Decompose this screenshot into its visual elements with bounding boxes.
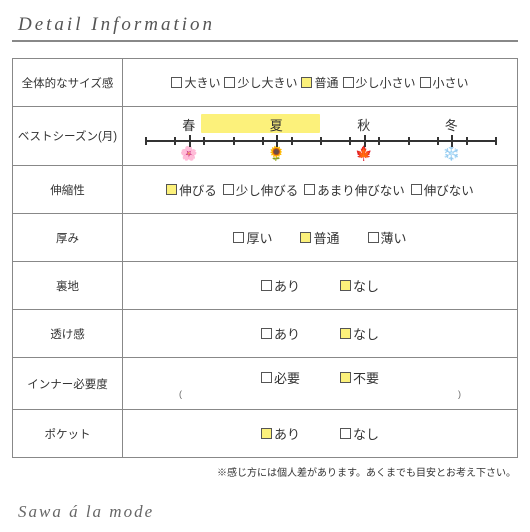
checkbox-label: 少し大きい [237,74,297,91]
checkbox-option: なし [340,424,379,443]
checkbox-label: あまり伸びない [317,180,405,199]
season-name: 夏 [233,115,321,134]
checkbox-option: 小さい [420,74,469,91]
row-label-season: ベストシーズン(月) [13,107,123,166]
row-label-lining: 裏地 [13,262,123,310]
checkbox-icon [368,232,379,243]
checkbox-label: あり [274,324,300,343]
row-value-pocket: あり なし [123,410,518,458]
checkbox-option: あり [261,324,300,343]
checkbox-label: あり [274,424,300,443]
checkbox-label: 大きい [184,74,220,91]
brand-footer: Sawa á la mode [18,502,154,522]
checkbox-icon [261,280,272,291]
checkbox-option: あり [261,424,300,443]
row-value-inner: 必要 不要 ( ) [123,358,518,410]
table-row: 厚み 厚い 普通 薄い [13,214,518,262]
checkbox-option: 必要 [261,368,300,387]
checkbox-icon [420,77,431,88]
table-row: 伸縮性 伸びる少し伸びるあまり伸びない伸びない [13,166,518,214]
checkbox-option: 大きい [171,74,220,91]
checkbox-label: 少し小さい [356,74,416,91]
checkbox-icon [340,280,351,291]
row-value-size: 大きい少し大きい普通 少し小さい小さい [123,59,518,107]
checkbox-option: 不要 [340,368,379,387]
checkbox-icon [233,232,244,243]
checkbox-option: 伸びる [166,180,217,199]
detail-table: 全体的なサイズ感 大きい少し大きい普通少し小さい小さい ベストシーズン(月) 春… [12,58,518,458]
checkbox-label: 厚い [246,228,272,247]
table-row: ベストシーズン(月) 春夏秋冬 🌸🌻🍁❄️ [13,107,518,166]
row-label-pocket: ポケット [13,410,123,458]
checkbox-label: 普通 [314,74,338,91]
checkbox-label: 少し伸びる [236,180,299,199]
row-value-lining: あり なし [123,262,518,310]
checkbox-icon [171,77,182,88]
checkbox-icon [261,428,272,439]
checkbox-icon [261,328,272,339]
season-icon: 🌸 [145,145,233,161]
row-value-thickness: 厚い 普通 薄い [123,214,518,262]
season-icon: 🌻 [233,145,321,161]
checkbox-icon [301,77,312,88]
table-row: 裏地 あり なし [13,262,518,310]
row-value-stretch: 伸びる少し伸びるあまり伸びない伸びない [123,166,518,214]
checkbox-label: なし [353,276,379,295]
checkbox-icon [411,184,422,195]
checkbox-icon [300,232,311,243]
checkbox-label: 小さい [433,74,469,91]
season-icon: ❄️ [408,145,496,161]
checkbox-icon [340,328,351,339]
checkbox-icon [343,77,354,88]
checkbox-option: 少し伸びる [223,180,299,199]
checkbox-icon [224,77,235,88]
checkbox-option: あり [261,276,300,295]
table-row: 全体的なサイズ感 大きい少し大きい普通 少し小さい小さい [13,59,518,107]
checkbox-icon [223,184,234,195]
row-label-stretch: 伸縮性 [13,166,123,214]
checkbox-option: 薄い [368,228,407,247]
checkbox-label: なし [353,324,379,343]
row-label-size: 全体的なサイズ感 [13,59,123,107]
season-name: 冬 [408,115,496,134]
table-row: 透け感 あり なし [13,310,518,358]
row-label-sheer: 透け感 [13,310,123,358]
checkbox-icon [261,372,272,383]
checkbox-icon [340,428,351,439]
row-value-sheer: あり なし [123,310,518,358]
checkbox-option: 少し小さい [343,74,416,91]
checkbox-option: なし [340,276,379,295]
checkbox-icon [304,184,315,195]
checkbox-option: なし [340,324,379,343]
checkbox-option: 伸びない [411,180,474,199]
footnote: ※感じ方には個人差があります。あくまでも目安とお考え下さい。 [12,464,518,479]
checkbox-icon [340,372,351,383]
checkbox-label: なし [353,424,379,443]
row-value-season: 春夏秋冬 🌸🌻🍁❄️ [123,107,518,166]
checkbox-label: 伸びる [179,180,217,199]
season-name: 春 [145,115,233,134]
checkbox-label: あり [274,276,300,295]
season-name: 秋 [320,115,408,134]
checkbox-icon [166,184,177,195]
checkbox-label: 伸びない [424,180,474,199]
season-icon: 🍁 [320,145,408,161]
checkbox-option: あまり伸びない [304,180,405,199]
checkbox-option: 少し大きい [224,74,297,91]
page-title: Detail Information [12,14,518,42]
checkbox-label: 薄い [381,228,407,247]
checkbox-label: 普通 [313,228,339,247]
row-label-inner: インナー必要度 [13,358,123,410]
paren-right: ) [458,389,461,399]
paren-left: ( [179,389,182,399]
checkbox-label: 不要 [353,368,379,387]
table-row: インナー必要度 必要 不要 ( ) [13,358,518,410]
row-label-thickness: 厚み [13,214,123,262]
checkbox-option: 厚い [233,228,272,247]
checkbox-option: 普通 [301,74,338,91]
checkbox-option: 普通 [300,228,339,247]
checkbox-label: 必要 [274,368,300,387]
table-row: ポケット あり なし [13,410,518,458]
